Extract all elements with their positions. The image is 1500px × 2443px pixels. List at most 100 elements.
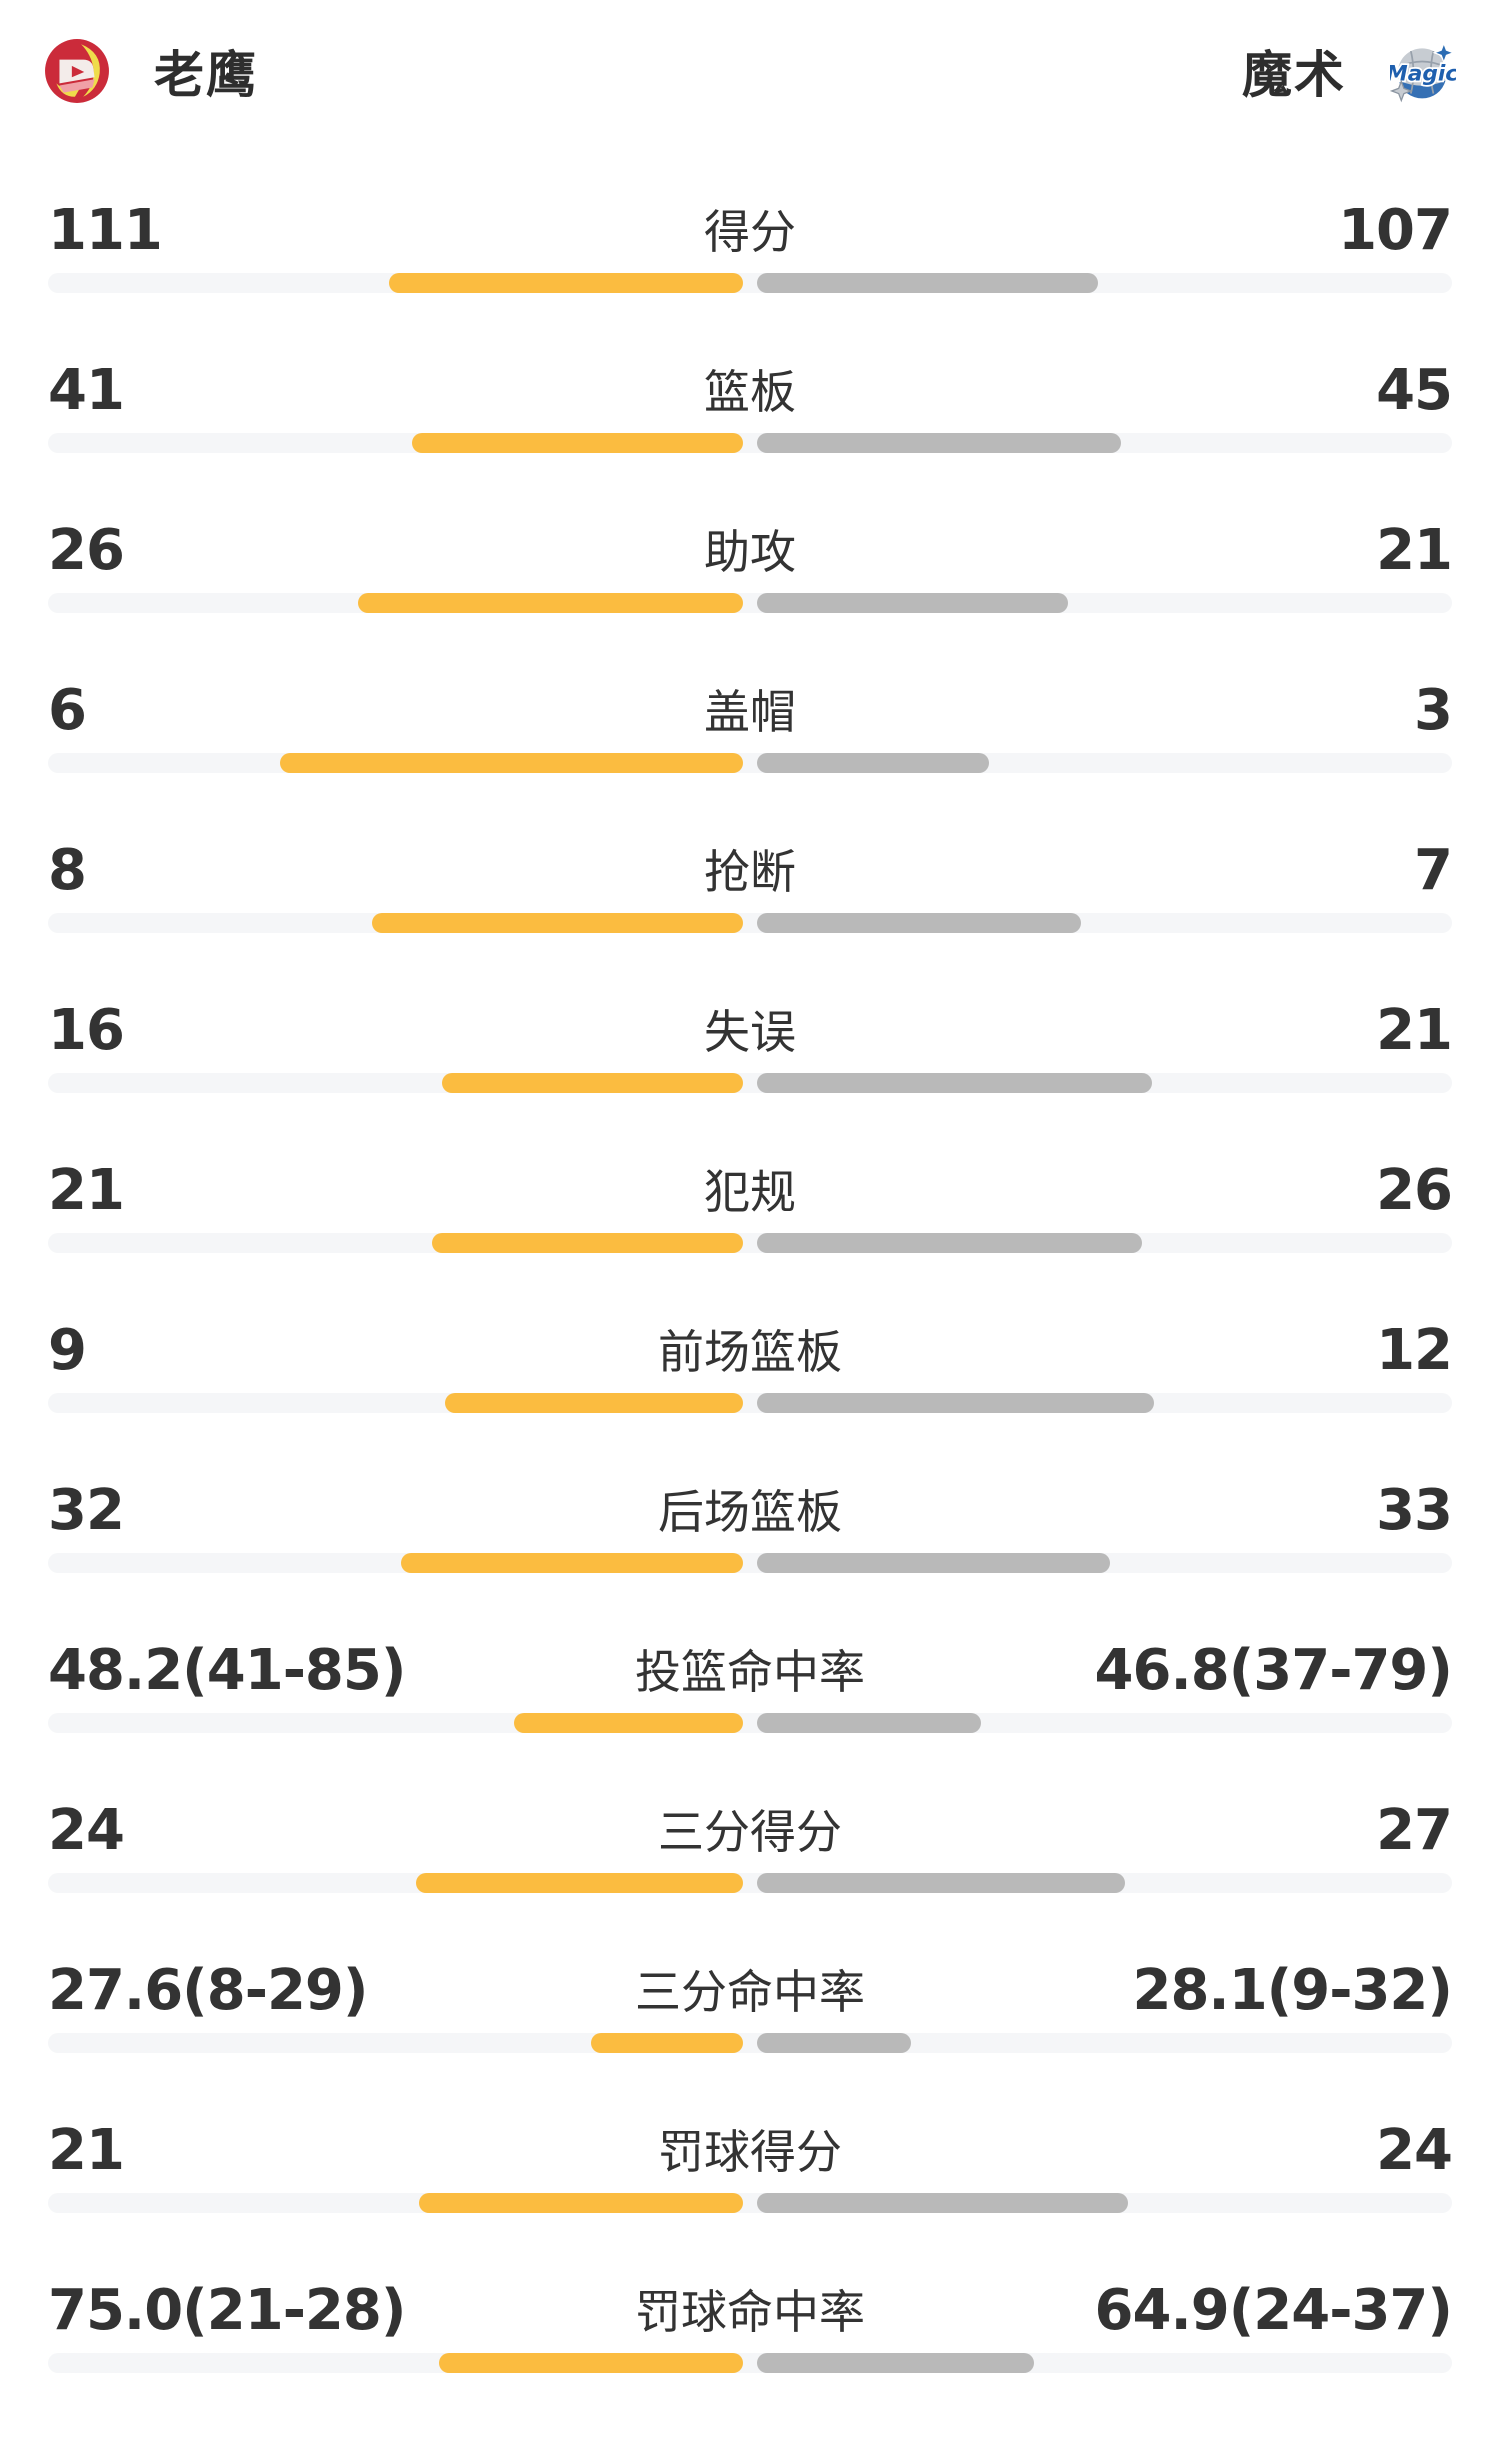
away-bar	[757, 2033, 911, 2053]
stat-row: 41 篮板 45	[48, 358, 1453, 523]
stat-values-line: 21 犯规 26	[48, 1158, 1453, 1223]
away-value: 27	[1376, 1798, 1453, 1863]
bar-track	[48, 433, 1452, 453]
away-value: 46.8(37-79)	[1094, 1638, 1453, 1703]
away-bar	[757, 2193, 1128, 2213]
away-value: 3	[1414, 678, 1453, 743]
home-value: 9	[48, 1318, 87, 1383]
away-bar	[757, 1713, 981, 1733]
stat-label: 助攻	[704, 525, 796, 579]
stat-label: 犯规	[704, 1165, 796, 1219]
bar-track	[48, 1073, 1452, 1093]
away-bar	[757, 1233, 1142, 1253]
bar-track	[48, 2353, 1452, 2373]
away-bar	[757, 913, 1081, 933]
bar-track	[48, 1873, 1452, 1893]
away-team-name: 魔术	[1242, 46, 1346, 104]
home-value: 8	[48, 838, 87, 903]
away-bar	[757, 1073, 1152, 1093]
stat-row: 21 犯规 26	[48, 1158, 1453, 1323]
bar-track	[48, 1713, 1452, 1733]
stat-row: 9 前场篮板 12	[48, 1318, 1453, 1483]
stat-values-line: 27.6(8-29) 三分命中率 28.1(9-32)	[48, 1958, 1453, 2023]
magic-logo-icon: Magic	[1390, 38, 1456, 104]
home-bar	[514, 1713, 743, 1733]
home-bar	[389, 273, 743, 293]
away-bar	[757, 593, 1068, 613]
stat-label: 投篮命中率	[635, 1645, 865, 1699]
home-bar	[419, 2193, 743, 2213]
teams-header: 老鹰 魔术 Magic	[0, 0, 1500, 104]
bar-track	[48, 1553, 1452, 1573]
away-value: 12	[1376, 1318, 1453, 1383]
bar-track	[48, 273, 1452, 293]
home-bar	[401, 1553, 743, 1573]
stat-values-line: 41 篮板 45	[48, 358, 1453, 423]
hawks-logo-icon	[44, 38, 110, 104]
home-bar	[412, 433, 743, 453]
home-value: 75.0(21-28)	[48, 2278, 406, 2343]
bar-track	[48, 753, 1452, 773]
home-bar	[439, 2353, 743, 2373]
stat-row: 75.0(21-28) 罚球命中率 64.9(24-37)	[48, 2278, 1453, 2443]
stat-row: 21 罚球得分 24	[48, 2118, 1453, 2283]
stat-row: 16 失误 21	[48, 998, 1453, 1163]
home-bar	[416, 1873, 743, 1893]
bar-track	[48, 1393, 1452, 1413]
stat-row: 24 三分得分 27	[48, 1798, 1453, 1963]
home-value: 21	[48, 1158, 125, 1223]
stat-row: 32 后场篮板 33	[48, 1478, 1453, 1643]
stat-values-line: 48.2(41-85) 投篮命中率 46.8(37-79)	[48, 1638, 1453, 1703]
stat-label: 罚球命中率	[635, 2285, 865, 2339]
stat-row: 27.6(8-29) 三分命中率 28.1(9-32)	[48, 1958, 1453, 2123]
home-value: 26	[48, 518, 125, 583]
away-team: 魔术 Magic	[1242, 35, 1456, 107]
stat-values-line: 6 盖帽 3	[48, 678, 1453, 743]
home-value: 32	[48, 1478, 125, 1543]
home-value: 41	[48, 358, 125, 423]
stat-values-line: 32 后场篮板 33	[48, 1478, 1453, 1543]
stat-row: 111 得分 107	[48, 198, 1453, 363]
away-bar	[757, 2353, 1034, 2373]
away-value: 26	[1376, 1158, 1453, 1223]
home-value: 48.2(41-85)	[48, 1638, 406, 1703]
away-bar	[757, 433, 1121, 453]
stat-row: 6 盖帽 3	[48, 678, 1453, 843]
away-value: 24	[1376, 2118, 1453, 2183]
bar-track	[48, 1233, 1452, 1253]
away-bar	[757, 1393, 1154, 1413]
stat-label: 前场篮板	[658, 1325, 842, 1379]
away-bar	[757, 273, 1098, 293]
stat-label: 失误	[704, 1005, 796, 1059]
stat-label: 三分得分	[658, 1805, 842, 1859]
bar-track	[48, 2033, 1452, 2053]
away-value: 107	[1338, 198, 1453, 263]
home-value: 21	[48, 2118, 125, 2183]
stat-label: 后场篮板	[658, 1485, 842, 1539]
stat-label: 罚球得分	[658, 2125, 842, 2179]
home-bar	[372, 913, 743, 933]
home-bar	[358, 593, 743, 613]
home-bar	[280, 753, 743, 773]
bar-track	[48, 913, 1452, 933]
stat-values-line: 75.0(21-28) 罚球命中率 64.9(24-37)	[48, 2278, 1453, 2343]
home-team-name: 老鹰	[154, 46, 258, 104]
home-bar	[432, 1233, 743, 1253]
stat-label: 盖帽	[704, 685, 796, 739]
home-value: 16	[48, 998, 125, 1063]
stat-label: 抢断	[704, 845, 796, 899]
stat-values-line: 9 前场篮板 12	[48, 1318, 1453, 1383]
away-value: 7	[1414, 838, 1453, 903]
home-value: 6	[48, 678, 87, 743]
stat-values-line: 26 助攻 21	[48, 518, 1453, 583]
home-bar	[445, 1393, 743, 1413]
away-value: 21	[1376, 998, 1453, 1063]
stat-label: 三分命中率	[635, 1965, 865, 2019]
bar-track	[48, 2193, 1452, 2213]
away-value: 21	[1376, 518, 1453, 583]
stat-label: 篮板	[704, 365, 796, 419]
home-bar	[591, 2033, 743, 2053]
stats-list: 111 得分 107 41 篮板 45 26 助攻 21	[0, 203, 1500, 2443]
away-value: 33	[1376, 1478, 1453, 1543]
home-value: 27.6(8-29)	[48, 1958, 368, 2023]
